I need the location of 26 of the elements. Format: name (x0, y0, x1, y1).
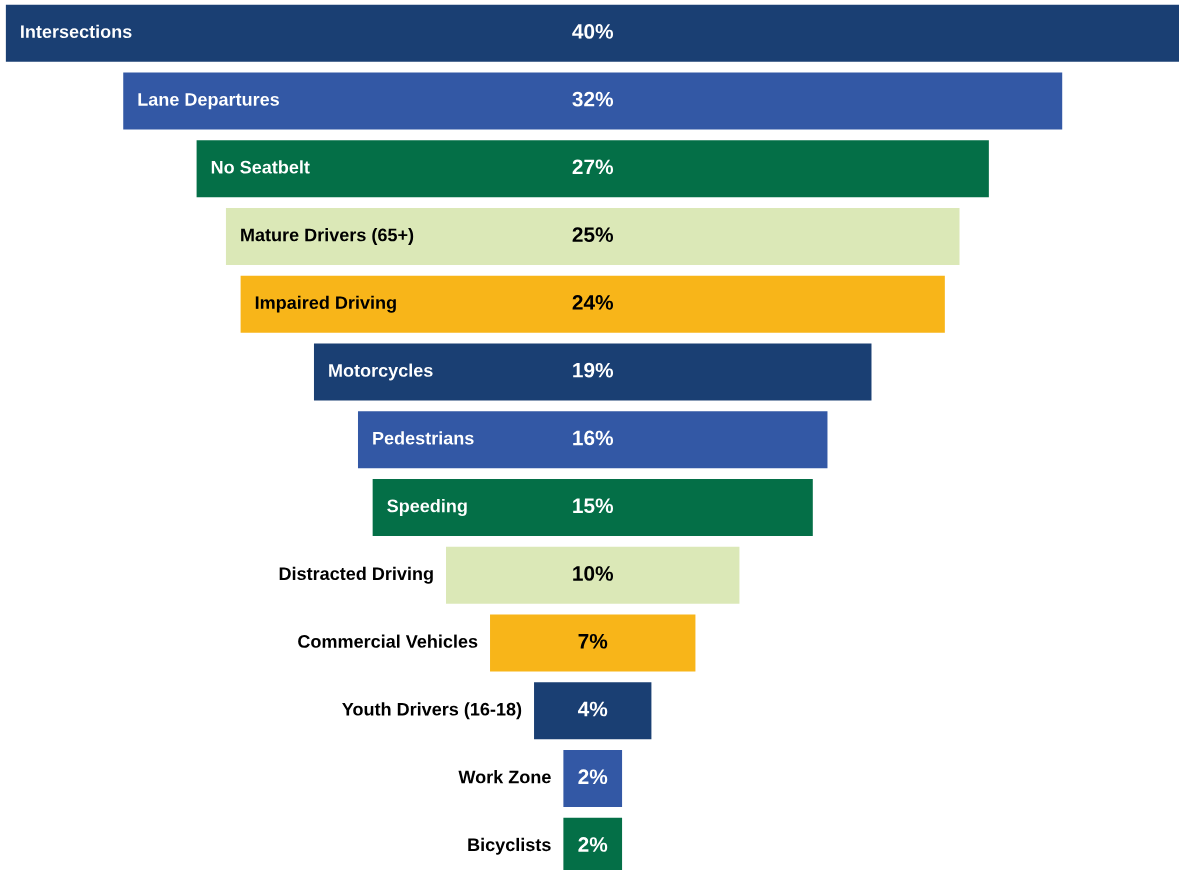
data-label: 25% (572, 227, 614, 243)
data-label: 15% (573, 498, 614, 514)
category-label: Work Zone (458, 770, 551, 784)
category-label: Pedestrians (373, 431, 474, 445)
data-label: 27% (572, 159, 614, 175)
category-label: Youth Drivers (16-18) (342, 702, 522, 720)
data-label: 2% (578, 769, 608, 785)
category-label: Commercial Vehicles (298, 634, 478, 648)
category-label: Motorcycles (329, 363, 433, 381)
category-label: Mature Drivers (65+) (241, 228, 414, 245)
category-label: Intersections (21, 24, 132, 39)
category-label: Bicyclists (468, 837, 551, 855)
category-label: Impaired Driving (255, 295, 396, 313)
category-label: No Seatbelt (211, 160, 310, 174)
data-label: 19% (573, 362, 614, 378)
category-label: Distracted Driving (279, 566, 433, 584)
category-label: Speeding (387, 499, 467, 516)
category-label: Lane Departures (138, 93, 279, 110)
data-label: 16% (573, 430, 614, 446)
data-label: 24% (572, 295, 614, 310)
data-label: 10% (573, 566, 614, 581)
data-label: 40% (572, 24, 614, 39)
data-label: 2% (578, 837, 608, 852)
data-label: 7% (578, 633, 608, 649)
data-label: 4% (577, 701, 608, 717)
data-label: 32% (572, 91, 614, 107)
